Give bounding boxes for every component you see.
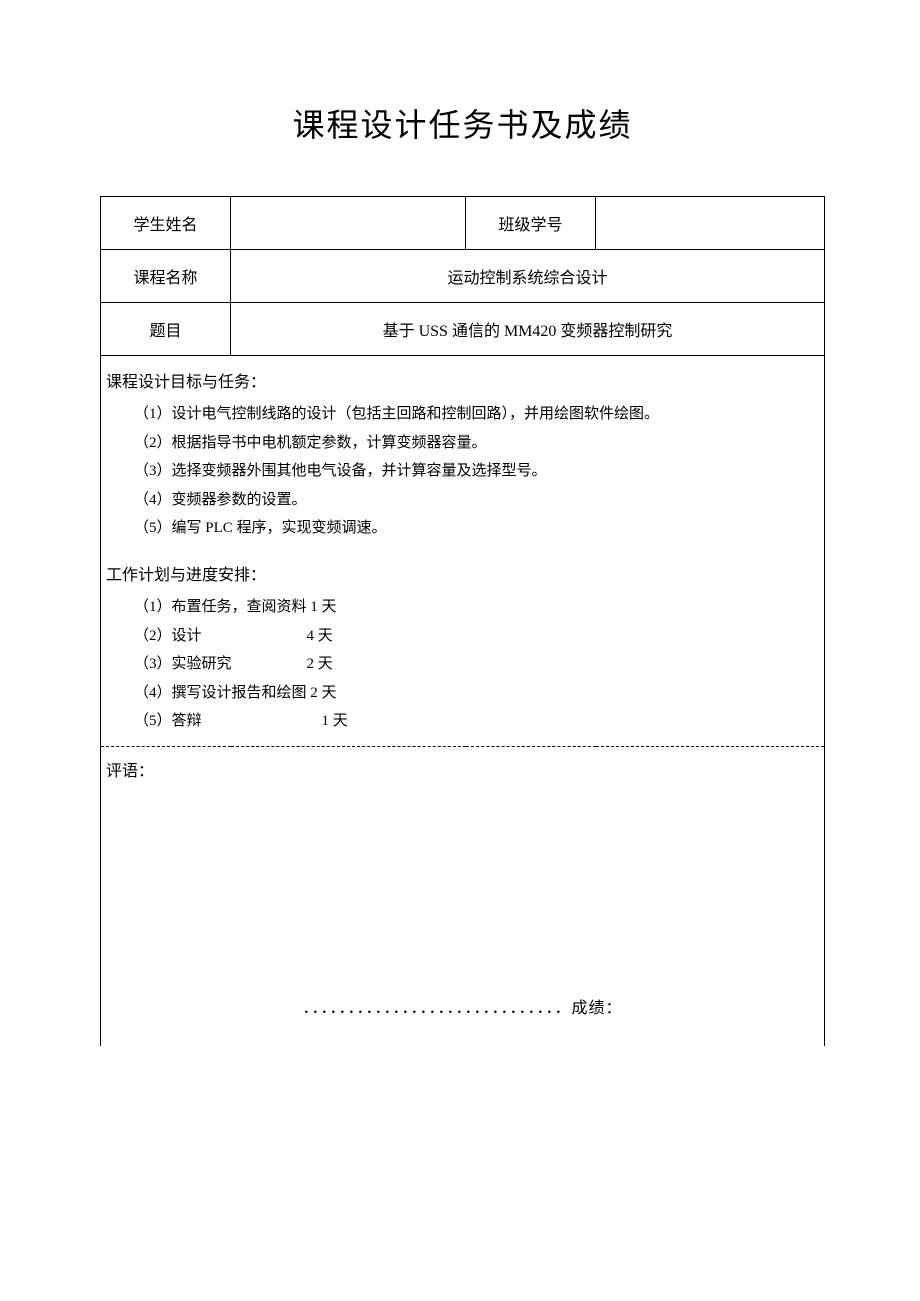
task-item-5: （5）编写 PLC 程序，实现变频调速。 xyxy=(106,514,819,543)
task-item-3: （3）选择变频器外围其他电气设备，并计算容量及选择型号。 xyxy=(106,457,819,486)
comment-label: 评语： xyxy=(106,757,819,781)
topic-label: 题目 xyxy=(101,303,231,356)
row-tasks: 课程设计目标与任务： （1）设计电气控制线路的设计（包括主回路和控制回路），并用… xyxy=(101,356,825,747)
schedule-item-1: （1）布置任务，查阅资料 1 天 xyxy=(106,593,819,622)
student-name-value xyxy=(231,197,466,250)
schedule-item-4: （4）撰写设计报告和绘图 2 天 xyxy=(106,679,819,708)
schedule-header: 工作计划与进度安排： xyxy=(106,561,819,591)
row-topic: 题目 基于 USS 通信的 MM420 变频器控制研究 xyxy=(101,303,825,356)
schedule-item-5: （5）答辩 1 天 xyxy=(106,707,819,736)
class-number-label: 班级学号 xyxy=(466,197,596,250)
row-comment: 评语： ．．．．．．．．．．．．．．．．．．．．．．．．．．．．．成绩： xyxy=(101,746,825,1046)
course-name-value: 运动控制系统综合设计 xyxy=(231,250,825,303)
course-name-label: 课程名称 xyxy=(101,250,231,303)
schedule-item-3: （3）实验研究 2 天 xyxy=(106,650,819,679)
class-number-value xyxy=(596,197,825,250)
page-title: 课程设计任务书及成绩 xyxy=(100,100,825,146)
student-name-label: 学生姓名 xyxy=(101,197,231,250)
schedule-item-2: （2）设计 4 天 xyxy=(106,622,819,651)
row-student: 学生姓名 班级学号 xyxy=(101,197,825,250)
task-item-4: （4）变频器参数的设置。 xyxy=(106,486,819,515)
topic-value: 基于 USS 通信的 MM420 变频器控制研究 xyxy=(231,303,825,356)
tasks-header: 课程设计目标与任务： xyxy=(106,368,819,398)
task-item-1: （1）设计电气控制线路的设计（包括主回路和控制回路），并用绘图软件绘图。 xyxy=(106,400,819,429)
row-course: 课程名称 运动控制系统综合设计 xyxy=(101,250,825,303)
task-item-2: （2）根据指导书中电机额定参数，计算变频器容量。 xyxy=(106,429,819,458)
form-table: 学生姓名 班级学号 课程名称 运动控制系统综合设计 题目 基于 USS 通信的 … xyxy=(100,196,825,1046)
score-line: ．．．．．．．．．．．．．．．．．．．．．．．．．．．．．成绩： xyxy=(101,994,824,1018)
